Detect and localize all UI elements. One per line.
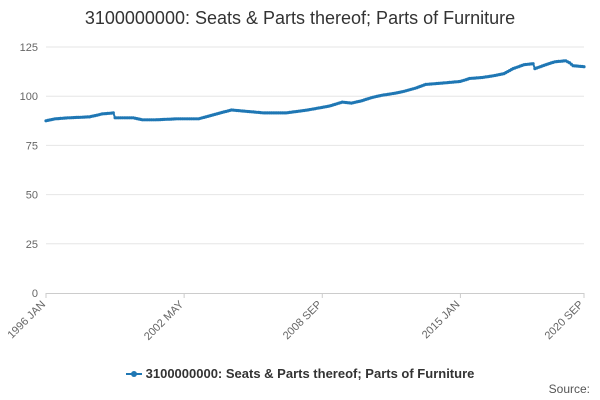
data-point[interactable]: [111, 111, 115, 115]
axes: [45, 293, 585, 298]
y-tick-label: 125: [20, 42, 38, 54]
y-tick-label: 0: [32, 288, 38, 300]
source-label: Source:: [548, 382, 590, 396]
x-tick-label: 2020 SEP: [543, 299, 587, 343]
legend[interactable]: 3100000000: Seats & Parts thereof; Parts…: [0, 366, 600, 381]
legend-label: 3100000000: Seats & Parts thereof; Parts…: [145, 366, 475, 381]
legend-marker-icon: [125, 370, 142, 377]
y-tick-label: 75: [26, 140, 38, 152]
y-tick-label: 100: [20, 91, 38, 103]
data-point[interactable]: [582, 65, 586, 69]
tick-labels: 0 25 50 75 100 125 1996 JAN 2002 MAY 2008 SEP 201…: [5, 42, 586, 343]
gridlines: [46, 46, 584, 245]
x-tick-label: 2002 MAY: [142, 298, 187, 343]
series-layer: [44, 59, 586, 123]
x-tick-label: 2015 JAN: [420, 299, 463, 342]
x-tick-label: 2008 SEP: [281, 299, 325, 343]
y-tick-label: 25: [26, 239, 38, 251]
y-tick-label: 50: [26, 190, 38, 202]
x-tick-label: 1996 JAN: [5, 299, 48, 342]
data-point[interactable]: [531, 62, 535, 66]
series-line[interactable]: [45, 59, 585, 122]
chart-title: 3100000000: Seats & Parts thereof; Parts…: [84, 8, 516, 28]
